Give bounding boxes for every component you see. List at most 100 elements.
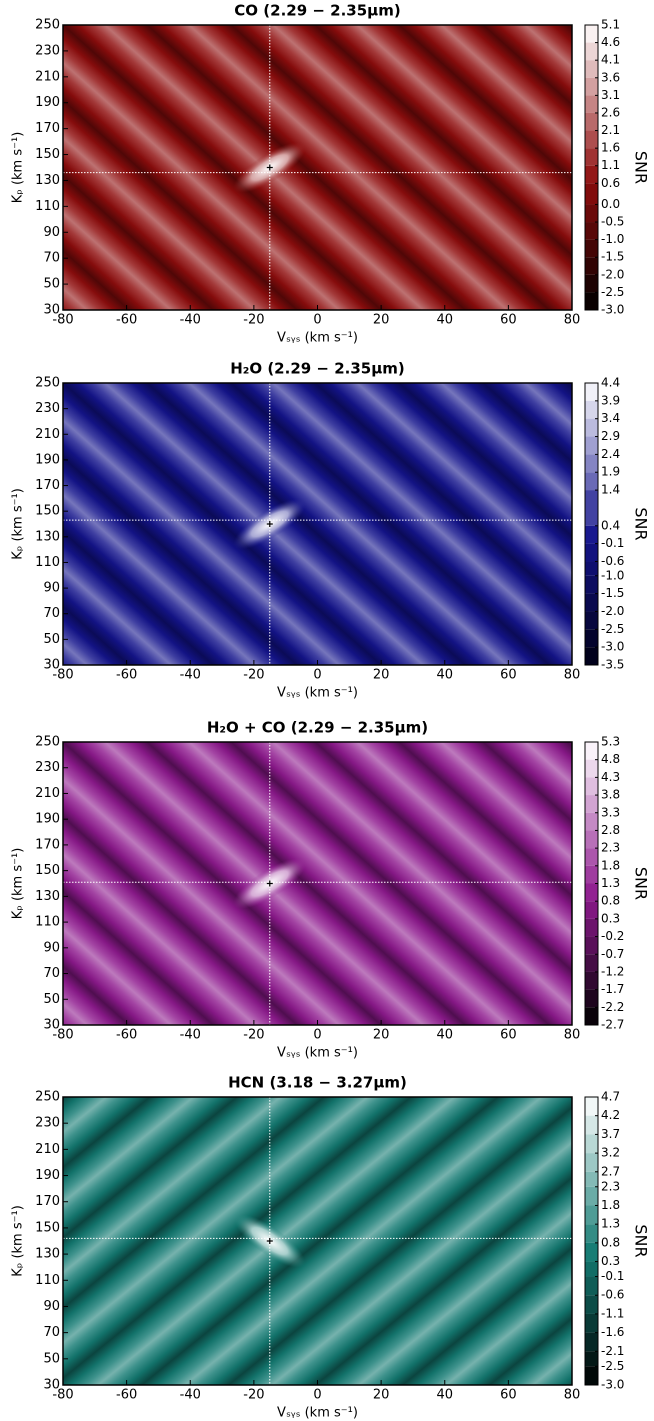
colorbar-tick-label: -1.0 xyxy=(601,568,624,582)
colorbar-tick-label: -0.6 xyxy=(601,554,624,568)
colorbar-tick-label: 0.6 xyxy=(601,176,620,190)
colorbar-tick-label: -2.7 xyxy=(601,1018,624,1032)
colorbar-band xyxy=(585,257,598,275)
colorbar-tick-label: 3.7 xyxy=(601,1127,620,1141)
x-tick-label: 80 xyxy=(564,313,581,328)
y-tick-label: 230 xyxy=(35,401,60,416)
y-tick-label: 50 xyxy=(43,632,60,647)
colorbar-band xyxy=(585,971,598,990)
colorbar-tick-label: 0.4 xyxy=(601,518,620,532)
x-tick-label: -20 xyxy=(243,668,264,683)
colorbar-tick-label: -0.1 xyxy=(601,536,624,550)
colorbar-band xyxy=(585,989,598,1008)
colorbar-frame xyxy=(584,382,599,666)
y-tick-label: 50 xyxy=(43,277,60,292)
y-tick-label: 230 xyxy=(35,43,60,58)
chart-title: H₂O + CO (2.29 − 2.35μm) xyxy=(207,719,428,737)
x-tick-label: -80 xyxy=(52,313,73,328)
x-tick-label: 60 xyxy=(500,1028,517,1043)
x-tick-label: 80 xyxy=(564,668,581,683)
colorbar-band xyxy=(585,1205,598,1225)
colorbar-label: SNR xyxy=(632,151,651,184)
y-tick-label: 110 xyxy=(35,199,60,214)
colorbar-band xyxy=(585,561,598,576)
y-tick-label: 50 xyxy=(43,992,60,1007)
colorbar-tick-label: -2.5 xyxy=(601,285,624,299)
x-tick-label: -40 xyxy=(180,313,201,328)
x-tick-label: -20 xyxy=(243,1388,264,1403)
y-tick-label: 210 xyxy=(35,1142,60,1157)
colorbar-band xyxy=(585,918,598,937)
y-tick-label: 30 xyxy=(43,1018,60,1033)
colorbar-tick-label: -2.0 xyxy=(601,267,624,281)
y-tick-label: 190 xyxy=(35,812,60,827)
colorbar-band xyxy=(585,130,598,149)
y-tick-label: 210 xyxy=(35,786,60,801)
y-tick-label: 170 xyxy=(35,478,60,493)
x-tick-label: -60 xyxy=(116,313,137,328)
colorbar-frame xyxy=(584,24,599,311)
colorbar-label: SNR xyxy=(632,867,651,900)
colorbar-band xyxy=(585,454,598,473)
colorbar-band xyxy=(585,629,598,648)
colorbar-tick-label: 4.6 xyxy=(601,35,620,49)
colorbar-band xyxy=(585,611,598,630)
colorbar-tick-label: 4.1 xyxy=(601,53,620,67)
colorbar-band xyxy=(585,1097,598,1116)
colorbar-tick-label: 3.9 xyxy=(601,393,620,407)
y-tick-label: 70 xyxy=(43,606,60,621)
x-tick-label: 60 xyxy=(500,313,517,328)
y-axis-label: Kₚ (km s⁻¹) xyxy=(11,848,26,920)
colorbar-tick-label: 0.8 xyxy=(601,894,620,908)
colorbar-tick-label: 2.3 xyxy=(601,1179,620,1193)
y-tick-label: 30 xyxy=(43,1378,60,1393)
colorbar-band xyxy=(585,239,598,258)
y-tick-label: 170 xyxy=(35,837,60,852)
colorbar-tick-label: -0.1 xyxy=(601,1269,624,1283)
colorbar-band xyxy=(585,777,598,796)
colorbar-band xyxy=(585,1351,598,1367)
y-tick-label: 210 xyxy=(35,69,60,84)
colorbar-tick-label: -0.2 xyxy=(601,929,624,943)
y-tick-label: 50 xyxy=(43,1351,60,1366)
colorbar-band xyxy=(585,954,598,972)
colorbar-tick-label: 4.2 xyxy=(601,1108,620,1122)
colorbar-band xyxy=(585,848,598,866)
colorbar-tick-label: 2.7 xyxy=(601,1164,620,1178)
colorbar-tick-label: 4.8 xyxy=(601,752,620,766)
y-tick-label: 190 xyxy=(35,452,60,467)
y-tick-label: 230 xyxy=(35,1116,60,1131)
x-tick-label: -60 xyxy=(116,1028,137,1043)
colorbar-tick-label: -1.5 xyxy=(601,586,624,600)
colorbar-tick-label: -1.7 xyxy=(601,982,624,996)
colorbar-tick-label: -0.6 xyxy=(601,1288,624,1302)
colorbar-band xyxy=(585,543,598,562)
colorbar-tick-label: 3.3 xyxy=(601,805,620,819)
y-tick-label: 110 xyxy=(35,1273,60,1288)
colorbar-tick-label: 0.3 xyxy=(601,1254,620,1268)
x-tick-label: 60 xyxy=(500,1388,517,1403)
colorbar-band xyxy=(585,1276,598,1296)
colorbar-tick-label: 4.7 xyxy=(601,1090,620,1104)
colorbar-band xyxy=(585,865,598,884)
contour-field xyxy=(63,742,572,1025)
colorbar-band xyxy=(585,383,598,401)
colorbar-band xyxy=(585,575,598,594)
colorbar-tick-label: 1.9 xyxy=(601,465,620,479)
colorbar-band xyxy=(585,1171,598,1187)
x-tick-label: 20 xyxy=(373,1028,390,1043)
contour-field xyxy=(63,25,572,310)
y-tick-label: 90 xyxy=(43,581,60,596)
x-tick-label: 20 xyxy=(373,313,390,328)
colorbar-band xyxy=(585,436,598,455)
x-tick-label: 80 xyxy=(564,1028,581,1043)
y-tick-label: 90 xyxy=(43,225,60,240)
colorbar-tick-label: 3.2 xyxy=(601,1146,620,1160)
colorbar-tick-label: 2.9 xyxy=(601,429,620,443)
colorbar-band xyxy=(585,42,598,61)
x-tick-label: 0 xyxy=(313,1028,321,1043)
y-tick-label: 250 xyxy=(35,735,60,750)
colorbar-band xyxy=(585,490,598,526)
colorbar-tick-label: 1.6 xyxy=(601,141,620,155)
